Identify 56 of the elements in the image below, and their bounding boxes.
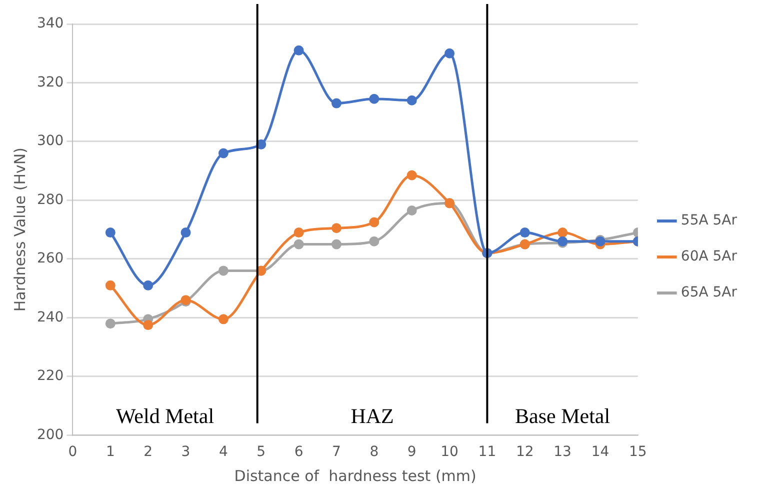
point [294,45,304,56]
annotation: Base Metal [515,404,610,428]
x-tick-label: 0 [68,444,78,460]
x-tick-label: 15 [629,444,647,460]
point [218,314,228,324]
x-tick-label: 5 [256,444,266,460]
y-tick-label: 300 [36,133,64,150]
x-tick-label: 6 [294,444,304,460]
x-tick-label: 2 [144,444,153,460]
point [444,48,455,58]
point [369,236,380,246]
point [105,318,116,329]
x-axis-title: Distance of hardness test (mm) [234,466,476,485]
point [105,280,116,290]
x-tick-label: 1 [106,444,115,460]
y-axis-title: Hardness Value (HvN) [10,148,29,312]
point [294,239,304,250]
legend-label: 60A 5Ar [680,248,738,265]
x-tick-label: 4 [218,444,228,460]
legend-label: 55A 5Ar [680,212,738,229]
y-tick-label: 220 [36,368,64,384]
point [218,148,228,158]
x-tick-label: 12 [516,444,534,460]
point [294,228,304,238]
point [520,228,530,238]
point [331,239,342,250]
x-tick-label: 14 [591,444,610,460]
point [406,206,417,216]
x-tick-label: 9 [407,444,416,460]
x-tick-label: 13 [554,444,572,460]
point [143,280,154,290]
point [558,228,568,238]
y-tick-label: 200 [36,426,64,443]
point [218,266,228,276]
x-tick-label: 7 [332,444,341,460]
point [143,320,154,330]
point [406,95,417,106]
x-tick-label: 11 [478,444,496,460]
legend-label: 65A 5Ar [680,284,738,301]
point [331,223,342,234]
annotation: HAZ [350,404,394,428]
point [180,228,191,238]
x-tick-label: 10 [440,444,458,460]
x-tick-label: 3 [181,444,190,460]
point [406,170,417,180]
y-tick-label: 340 [36,16,64,32]
x-tick-label: 8 [370,444,379,460]
y-tick-label: 280 [36,192,64,208]
point [369,217,380,228]
annotation: Weld Metal [116,404,214,428]
y-tick-label: 320 [36,74,64,90]
point [369,94,380,104]
point [105,228,116,238]
y-tick-label: 260 [36,250,64,267]
point [331,98,342,108]
y-tick-label: 240 [36,309,64,326]
